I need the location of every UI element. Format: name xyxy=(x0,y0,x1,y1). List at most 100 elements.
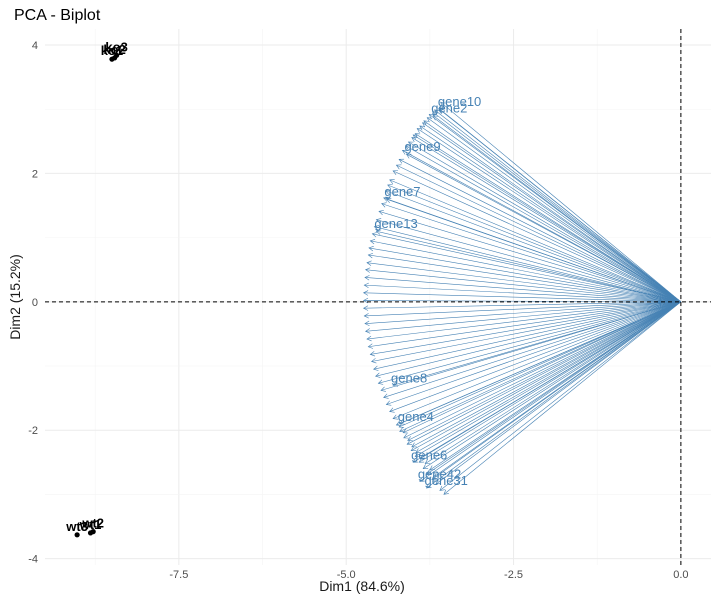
loading-arrow xyxy=(372,233,681,303)
individual-label: wt1 xyxy=(79,517,102,532)
variable-label: gene8 xyxy=(391,370,427,385)
loading-arrow xyxy=(408,141,682,303)
loading-arrow xyxy=(398,159,682,303)
loading-arrow-head xyxy=(429,465,435,471)
loading-arrow xyxy=(368,254,681,303)
loading-arrow xyxy=(422,122,682,303)
loading-arrow-head xyxy=(419,453,426,459)
individual-label: wt3 xyxy=(65,519,88,534)
loading-arrow xyxy=(364,301,681,324)
individual-point xyxy=(90,529,96,535)
loading-arrow xyxy=(370,240,681,303)
loading-arrow xyxy=(398,301,682,428)
variable-label: gene2 xyxy=(431,101,467,116)
loading-arrow xyxy=(434,109,682,303)
loading-arrow-head xyxy=(387,184,393,190)
axis-ticks: -7.5 -5.0 -2.5 0.0 -4 -2 0 2 4 xyxy=(28,40,688,581)
loading-arrow-head xyxy=(362,305,369,311)
variable-arrow-head xyxy=(399,419,405,425)
loading-arrow xyxy=(385,190,681,303)
loading-arrow-head xyxy=(414,452,421,457)
variable-label: gene31 xyxy=(425,473,468,488)
loading-arrow xyxy=(439,301,682,491)
loading-arrow-head xyxy=(403,433,409,439)
loading-arrow xyxy=(368,301,681,348)
loading-arrow xyxy=(364,301,681,317)
variable-label: gene9 xyxy=(404,139,440,154)
loading-arrow-head xyxy=(395,164,402,170)
loading-arrow xyxy=(423,120,682,303)
variable-label: gene4 xyxy=(398,409,434,424)
loading-arrow-head xyxy=(373,225,380,231)
loading-arrow xyxy=(375,301,681,377)
variable-label: gene7 xyxy=(384,184,420,199)
loading-arrow-head xyxy=(434,471,440,477)
variable-arrow-head xyxy=(412,457,419,463)
loading-arrow xyxy=(443,301,682,495)
x-tick-label: -2.5 xyxy=(504,569,523,581)
loading-arrow xyxy=(415,301,682,453)
loading-arrow-head xyxy=(418,457,425,463)
loading-arrow-head xyxy=(399,427,405,433)
loading-arrow-head xyxy=(375,218,382,224)
loading-arrow xyxy=(381,203,681,303)
loading-arrow xyxy=(411,301,682,448)
loading-arrow-head xyxy=(416,128,423,134)
individual-point xyxy=(74,532,80,538)
loading-arrow-head xyxy=(369,239,376,245)
loading-arrow xyxy=(373,301,681,370)
variable-arrow xyxy=(399,301,681,425)
loading-arrow-head xyxy=(377,379,384,385)
loading-arrow xyxy=(440,101,682,303)
variable-label: gene13 xyxy=(374,216,417,231)
y-axis-title: Dim2 (15.2%) xyxy=(7,254,23,340)
loading-arrow-head xyxy=(364,320,370,327)
loading-arrow xyxy=(387,184,681,303)
loading-arrow-head xyxy=(367,252,374,259)
variable-label: gene10 xyxy=(438,94,481,109)
loading-arrow xyxy=(412,134,682,303)
loading-arrow-head xyxy=(389,407,395,413)
loading-arrow-head xyxy=(375,372,381,378)
variable-arrow-head xyxy=(439,108,445,114)
loading-arrow xyxy=(434,301,682,477)
variable-arrow-head xyxy=(432,115,439,121)
individual-label: ko1 xyxy=(101,43,123,58)
y-tick-label: 0 xyxy=(32,297,38,309)
variable-arrow xyxy=(386,198,681,303)
loading-arrow xyxy=(365,301,681,332)
loading-arrow xyxy=(368,247,681,303)
loading-arrow xyxy=(416,128,682,303)
variable-arrow-head xyxy=(385,197,392,204)
loading-arrow-head xyxy=(415,448,421,453)
loading-arrow-head xyxy=(392,170,399,176)
loading-arrow-head xyxy=(366,260,372,266)
variable-arrow-head xyxy=(405,153,412,159)
loading-arrow-head xyxy=(363,313,369,319)
loading-arrow xyxy=(419,125,682,303)
loading-arrow xyxy=(363,301,681,309)
loading-arrow-head xyxy=(428,114,435,120)
loading-arrow-head xyxy=(371,232,378,238)
loading-arrow-head xyxy=(424,459,431,464)
x-tick-label: -7.5 xyxy=(169,569,188,581)
loading-arrow-head xyxy=(438,108,444,114)
loading-arrow-head xyxy=(435,479,441,485)
loading-arrow-head xyxy=(405,145,411,151)
loading-arrow xyxy=(399,301,682,432)
loading-arrow-head xyxy=(412,134,419,140)
loading-arrow xyxy=(405,145,682,303)
loading-arrow xyxy=(370,301,681,355)
y-tick-label: 4 xyxy=(32,40,38,52)
variable-label: gene6 xyxy=(411,447,447,462)
y-tick-label: 2 xyxy=(32,168,38,180)
loading-arrow-head xyxy=(407,141,414,147)
loading-arrow-head xyxy=(389,179,395,184)
chart-title: PCA - Biplot xyxy=(14,7,101,24)
loading-arrow xyxy=(389,301,681,412)
loading-arrow xyxy=(406,301,682,445)
loading-arrow-head xyxy=(439,485,445,491)
loading-arrow-head xyxy=(364,267,371,273)
loading-arrow-head xyxy=(383,393,389,399)
